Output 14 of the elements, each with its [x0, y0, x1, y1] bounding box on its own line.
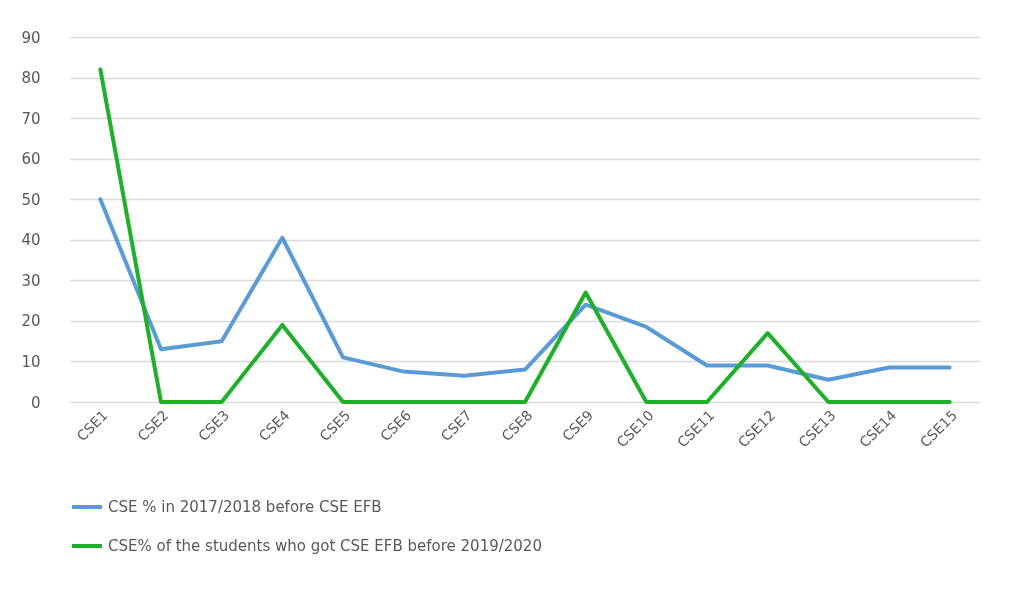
y-tick-label: 20: [21, 312, 41, 331]
y-tick-label: 30: [21, 271, 41, 290]
y-tick-label: 90: [21, 28, 41, 47]
y-tick-label: 70: [21, 109, 41, 128]
legend-label: CSE % in 2017/2018 before CSE EFB: [108, 498, 382, 516]
line-series: [98, 197, 952, 382]
y-tick-label: 80: [21, 69, 41, 88]
y-tick-label: 50: [21, 190, 41, 209]
line-series: [98, 67, 952, 404]
y-tick-label: 0: [30, 393, 41, 412]
y-tick-label: 40: [21, 231, 41, 250]
legend-label: CSE% of the students who got CSE EFB before 2019/2020: [108, 537, 542, 555]
y-tick-label: 60: [21, 150, 41, 169]
y-tick-label: 10: [21, 352, 41, 371]
